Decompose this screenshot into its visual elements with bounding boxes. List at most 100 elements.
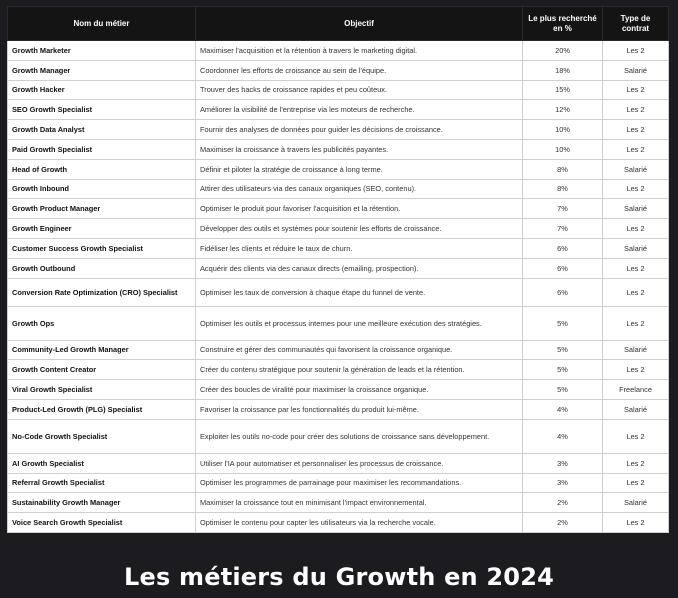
header-percent: Le plus recherché en % [522,6,603,41]
objective-cell: Coordonner les efforts de croissance au … [195,59,523,81]
contract-cell: Salarié [602,158,669,180]
job-name-cell: Growth Ops [7,305,196,341]
objective-cell: Définir et piloter la stratégie de crois… [195,158,523,180]
contract-cell: Les 2 [602,218,669,239]
objective-cell: Exploiter les outils no-code pour créer … [195,418,523,454]
header-job: Nom du métier [7,6,196,41]
job-name-cell: Customer Success Growth Specialist [7,237,196,259]
job-name-cell: Growth Product Manager [7,198,196,220]
job-name-cell: Sustainability Growth Manager [7,492,196,514]
job-name-cell: Community-Led Growth Manager [7,339,196,361]
job-name-cell: Growth Hacker [7,79,196,101]
percent-cell: 18% [522,59,603,81]
contract-cell: Les 2 [602,79,669,101]
objective-cell: Optimiser les outils et processus intern… [195,305,523,341]
percent-cell: 7% [522,218,603,239]
objective-cell: Acquérir des clients via des canaux dire… [195,257,523,279]
job-name-cell: Head of Growth [7,158,196,180]
table-row: Growth Ops Optimiser les outils et proces… [7,305,669,341]
contract-cell: Les 2 [602,305,669,341]
job-name-cell: Viral Growth Specialist [7,379,196,400]
objective-cell: Maximiser la croissance à travers les pu… [195,138,523,160]
job-name-cell: Growth Marketer [7,40,196,61]
table-row: Product-Led Growth (PLG) Specialist Favor… [7,398,669,420]
objective-cell: Attirer des utilisateurs via des canaux … [195,178,523,200]
objective-cell: Créer des boucles de viralité pour maxim… [195,379,523,400]
contract-cell: Les 2 [602,257,669,279]
percent-cell: 5% [522,379,603,400]
objective-cell: Développer des outils et systèmes pour s… [195,218,523,239]
percent-cell: 4% [522,398,603,420]
job-name-cell: Conversion Rate Optimization (CRO) Speci… [7,277,196,307]
job-name-cell: Growth Content Creator [7,359,196,381]
contract-cell: Salarié [602,398,669,420]
page-title: Les métiers du Growth en 2024 [124,563,554,591]
objective-cell: Fournir des analyses de données pour gui… [195,119,523,140]
percent-cell: 6% [522,257,603,279]
contract-cell: Les 2 [602,452,669,474]
contract-cell: Salarié [602,59,669,81]
contract-cell: Salarié [602,237,669,259]
percent-cell: 6% [522,277,603,307]
job-name-cell: Voice Search Growth Specialist [7,512,196,533]
jobs-table-container: Nom du métier Objectif Le plus recherché… [7,6,672,533]
job-name-cell: Growth Manager [7,59,196,81]
table-row: Growth Data Analyst Fournir des analyses … [7,119,669,140]
table-row: Conversion Rate Optimization (CRO) Speci… [7,277,669,307]
table-row: Growth Product Manager Optimiser le produ… [7,198,669,220]
objective-cell: Créer du contenu stratégique pour souten… [195,359,523,381]
objective-cell: Optimiser les programmes de parrainage p… [195,472,523,494]
contract-cell: Les 2 [602,418,669,454]
table-row: Growth Hacker Trouver des hacks de croiss… [7,79,669,101]
percent-cell: 5% [522,339,603,361]
table-row: Growth Content Creator Créer du contenu s… [7,359,669,381]
jobs-table: Nom du métier Objectif Le plus recherché… [7,6,669,533]
table-body: Growth Marketer Maximiser l'acquisition e… [7,40,669,533]
job-name-cell: SEO Growth Specialist [7,99,196,121]
objective-cell: Maximiser l'acquisition et la rétention … [195,40,523,61]
percent-cell: 10% [522,138,603,160]
percent-cell: 15% [522,79,603,101]
objective-cell: Optimiser le contenu pour capter les uti… [195,512,523,533]
percent-cell: 2% [522,492,603,514]
objective-cell: Favoriser la croissance par les fonction… [195,398,523,420]
table-row: Viral Growth Specialist Créer des boucles… [7,379,669,400]
job-name-cell: AI Growth Specialist [7,452,196,474]
contract-cell: Les 2 [602,138,669,160]
header-objective: Objectif [195,6,523,41]
objective-cell: Optimiser les taux de conversion à chaqu… [195,277,523,307]
percent-cell: 10% [522,119,603,140]
percent-cell: 20% [522,40,603,61]
percent-cell: 3% [522,452,603,474]
percent-cell: 6% [522,237,603,259]
table-row: Customer Success Growth Specialist Fidéli… [7,237,669,259]
table-row: Growth Engineer Développer des outils et … [7,218,669,239]
job-name-cell: Product-Led Growth (PLG) Specialist [7,398,196,420]
job-name-cell: Paid Growth Specialist [7,138,196,160]
table-row: Growth Manager Coordonner les efforts de … [7,59,669,81]
contract-cell: Freelance [602,379,669,400]
job-name-cell: Growth Data Analyst [7,119,196,140]
job-name-cell: No-Code Growth Specialist [7,418,196,454]
percent-cell: 4% [522,418,603,454]
table-row: Paid Growth Specialist Maximiser la crois… [7,138,669,160]
contract-cell: Les 2 [602,472,669,494]
objective-cell: Fidéliser les clients et réduire le taux… [195,237,523,259]
table-row: Growth Inbound Attirer des utilisateurs v… [7,178,669,200]
job-name-cell: Growth Engineer [7,218,196,239]
contract-cell: Les 2 [602,99,669,121]
contract-cell: Les 2 [602,359,669,381]
percent-cell: 7% [522,198,603,220]
contract-cell: Salarié [602,339,669,361]
percent-cell: 5% [522,305,603,341]
job-name-cell: Referral Growth Specialist [7,472,196,494]
table-row: Growth Outbound Acquérir des clients via … [7,257,669,279]
table-row: SEO Growth Specialist Améliorer la visibi… [7,99,669,121]
job-name-cell: Growth Outbound [7,257,196,279]
table-row: Referral Growth Specialist Optimiser les … [7,472,669,494]
percent-cell: 2% [522,512,603,533]
percent-cell: 8% [522,178,603,200]
contract-cell: Les 2 [602,178,669,200]
objective-cell: Utiliser l'IA pour automatiser et person… [195,452,523,474]
contract-cell: Les 2 [602,119,669,140]
